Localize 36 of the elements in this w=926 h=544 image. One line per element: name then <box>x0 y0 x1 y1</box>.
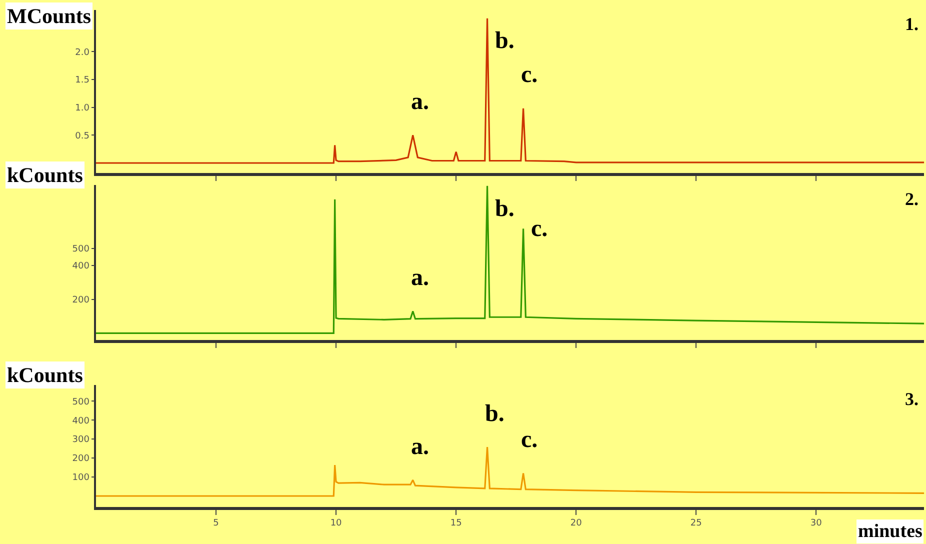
x-tick-label: 10 <box>330 518 342 529</box>
line-series <box>96 185 924 334</box>
y-tick-label: 100 <box>72 473 90 484</box>
x-tick-label: 15 <box>450 518 462 529</box>
y-axis-title: MCounts <box>7 4 92 28</box>
x-tick-label: 30 <box>810 518 822 529</box>
annotation: 3. <box>905 389 918 409</box>
annotation: a. <box>411 89 429 115</box>
y-tick-label: 500 <box>72 244 90 255</box>
x-tick-label: 25 <box>690 518 702 529</box>
y-axis-title: kCounts <box>7 363 83 387</box>
annotation: c. <box>531 216 548 242</box>
y-tick-label: 1.5 <box>75 76 90 86</box>
y-tick-label: 400 <box>72 416 90 426</box>
y-tick-label: 300 <box>72 435 90 446</box>
annotation: 2. <box>905 189 918 209</box>
y-tick-label: 200 <box>72 295 90 306</box>
line-series <box>96 18 924 164</box>
y-tick-label: 1.0 <box>75 104 90 114</box>
y-tick-label: 500 <box>72 397 90 408</box>
annotation: a. <box>411 265 429 291</box>
annotation: a. <box>411 434 429 460</box>
annotation: b. <box>495 196 514 222</box>
annotation: 1. <box>905 14 918 34</box>
y-tick-label: 2.0 <box>75 48 90 58</box>
y-tick-label: 200 <box>72 454 90 464</box>
annotation: b. <box>485 401 504 427</box>
annotation: c. <box>521 62 538 88</box>
annotation: b. <box>495 28 514 54</box>
y-tick-label: 400 <box>72 262 90 272</box>
x-tick-label: 5 <box>213 518 219 529</box>
y-tick-label: 0.5 <box>75 131 90 142</box>
x-tick-label: 20 <box>570 518 582 529</box>
y-axis-title: kCounts <box>7 163 83 187</box>
annotation: c. <box>521 427 538 453</box>
x-axis-title: minutes <box>858 521 922 542</box>
